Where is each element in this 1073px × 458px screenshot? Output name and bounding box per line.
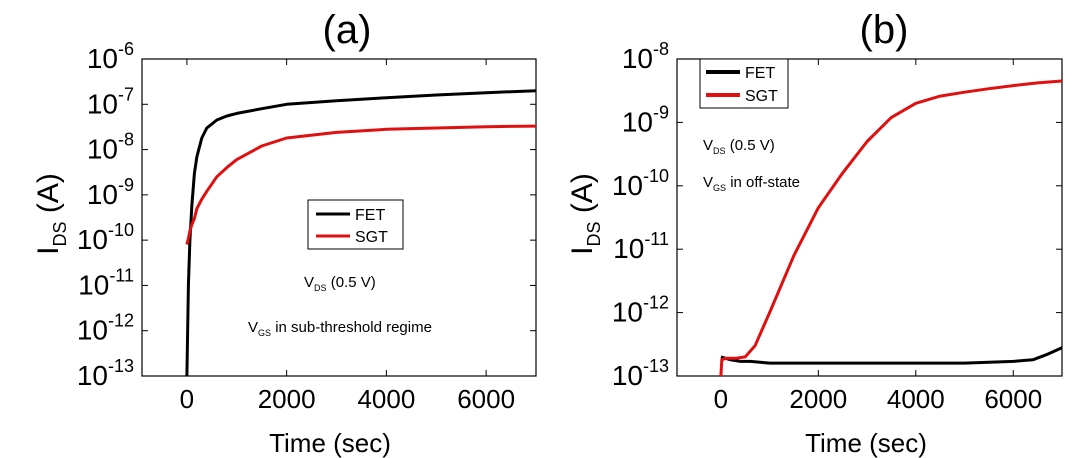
panel-b-annotation-vgs: VGS in off-state — [703, 174, 800, 193]
panel-a-x-tick-label: 4000 — [357, 384, 415, 414]
panel-b-x-tick-label: 6000 — [984, 384, 1042, 414]
panel-b-x-tick-label: 4000 — [887, 384, 945, 414]
panel-b-y-tick-label: 10-8 — [622, 39, 669, 74]
panel-a-y-tick-label: 10-11 — [78, 265, 134, 300]
panel-a-legend-box — [307, 199, 404, 250]
panel-a-y-tick-label: 10-12 — [77, 311, 134, 346]
panel-b-x-tick-label: 0 — [714, 384, 728, 414]
panel-b-series-sgt-line — [719, 79, 1062, 376]
panel-a-x-tick-label: 2000 — [258, 384, 316, 414]
panel-a-title: (a) — [323, 8, 372, 52]
panel-a-legend-fet-label: FET — [355, 207, 385, 224]
panel-b-plot-frame — [676, 58, 1063, 377]
panel-a-chart: (a) 10-6 10-7 10-8 10-9 10-10 10-11 10-12 10-13… — [32, 8, 537, 458]
panel-a-y-tick-label: 10-9 — [87, 175, 134, 210]
panel-b-chart: (b) 10-8 10-9 10-10 10-11 10-12 10-13 0 2000 400… — [566, 8, 1063, 458]
panel-a-series-sgt-line — [185, 124, 536, 245]
panel-a-legend: FET SGT — [307, 199, 404, 250]
panel-a-annotation-vds: VDS (0.5 V) — [304, 274, 376, 293]
panel-b-y-tick-label: 10-11 — [613, 229, 669, 264]
panel-b-series-fet-line — [720, 346, 1062, 365]
panel-b-legend-fet-label: FET — [745, 65, 775, 82]
panel-a-y-tick-label: 10-13 — [77, 356, 134, 391]
panel-b-x-axis-label: Time (sec) — [805, 428, 927, 458]
panel-a-plot-area: 10-6 10-7 10-8 10-9 10-10 10-11 10-12 10-13 0 200… — [77, 39, 537, 414]
panel-a-y-tick-label: 10-7 — [87, 84, 134, 119]
panel-b-legend: FET SGT — [699, 58, 789, 109]
panel-a-y-tick-label: 10-10 — [77, 220, 134, 255]
panel-a-annotation-vgs: VGS in sub-threshold regime — [248, 319, 432, 338]
panel-a-x-axis-label: Time (sec) — [269, 428, 391, 458]
panel-a-y-tick-label: 10-6 — [87, 39, 134, 74]
panel-b-legend-box — [699, 58, 789, 109]
panel-a-x-tick-label: 0 — [180, 384, 194, 414]
panel-b-y-tick-label: 10-12 — [612, 293, 669, 328]
panel-b-y-tick-label: 10-9 — [622, 102, 669, 137]
panel-b-y-tick-label: 10-13 — [612, 356, 669, 391]
panel-b-annotation-vds: VDS (0.5 V) — [703, 137, 775, 156]
panel-a-series-fet-line — [185, 89, 536, 376]
panel-a-y-tick-label: 10-8 — [87, 130, 134, 165]
panel-b-legend-sgt-label: SGT — [745, 88, 778, 105]
panel-b-title: (b) — [860, 8, 909, 52]
panel-b-plot-area: 10-8 10-9 10-10 10-11 10-12 10-13 0 2000 4000 600… — [612, 39, 1063, 414]
panel-b-y-tick-label: 10-10 — [612, 166, 669, 201]
panel-a-x-tick-label: 6000 — [457, 384, 515, 414]
panel-b-x-tick-label: 2000 — [789, 384, 847, 414]
panel-a-legend-sgt-label: SGT — [355, 229, 388, 246]
panel-a-y-axis-label: IDS (A) — [32, 173, 70, 255]
panel-a-plot-frame — [141, 58, 537, 377]
panel-b-y-axis-label: IDS (A) — [566, 173, 604, 255]
